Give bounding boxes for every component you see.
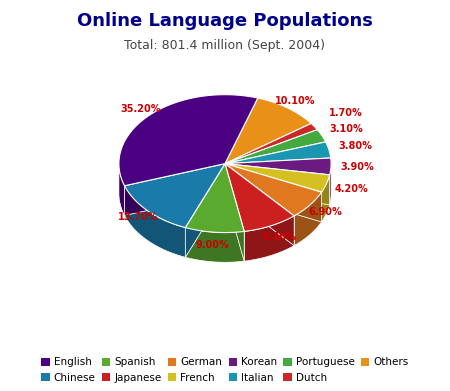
Legend: English, Chinese, Spanish, Japanese, German, French, Korean, Italian, Portuguese: English, Chinese, Spanish, Japanese, Ger… [38, 354, 412, 386]
Polygon shape [225, 163, 294, 246]
Polygon shape [294, 192, 322, 246]
Polygon shape [125, 163, 225, 215]
Polygon shape [185, 163, 244, 233]
Polygon shape [225, 163, 294, 231]
Polygon shape [225, 163, 330, 204]
Text: 9.00%: 9.00% [196, 240, 230, 249]
Polygon shape [225, 142, 331, 163]
Polygon shape [322, 175, 330, 222]
Text: Total: 801.4 million (Sept. 2004): Total: 801.4 million (Sept. 2004) [125, 39, 325, 52]
Text: 3.80%: 3.80% [338, 142, 372, 151]
Polygon shape [225, 163, 244, 261]
Polygon shape [225, 124, 317, 163]
Polygon shape [330, 164, 331, 204]
Text: 35.20%: 35.20% [120, 104, 161, 114]
Polygon shape [225, 163, 322, 222]
Polygon shape [185, 163, 225, 257]
Polygon shape [119, 165, 125, 215]
Polygon shape [125, 163, 225, 215]
Text: 10.10%: 10.10% [275, 96, 315, 106]
Polygon shape [244, 216, 294, 261]
Polygon shape [225, 163, 244, 261]
Polygon shape [225, 158, 331, 175]
Polygon shape [125, 186, 185, 257]
Polygon shape [185, 228, 244, 262]
Text: 13.70%: 13.70% [118, 212, 159, 222]
Polygon shape [225, 163, 330, 204]
Text: 1.70%: 1.70% [329, 108, 363, 118]
Polygon shape [119, 95, 258, 186]
Polygon shape [225, 130, 326, 163]
Polygon shape [125, 163, 225, 228]
Text: 3.90%: 3.90% [341, 162, 374, 172]
Text: 8.40%: 8.40% [262, 232, 296, 242]
Text: Online Language Populations: Online Language Populations [77, 12, 373, 30]
Polygon shape [225, 163, 322, 222]
Polygon shape [225, 163, 322, 216]
Polygon shape [225, 98, 311, 163]
Text: 6.90%: 6.90% [308, 208, 342, 217]
Polygon shape [185, 163, 225, 257]
Text: 3.10%: 3.10% [329, 124, 363, 134]
Text: 4.20%: 4.20% [335, 184, 369, 194]
Polygon shape [225, 163, 294, 246]
Polygon shape [225, 163, 330, 192]
